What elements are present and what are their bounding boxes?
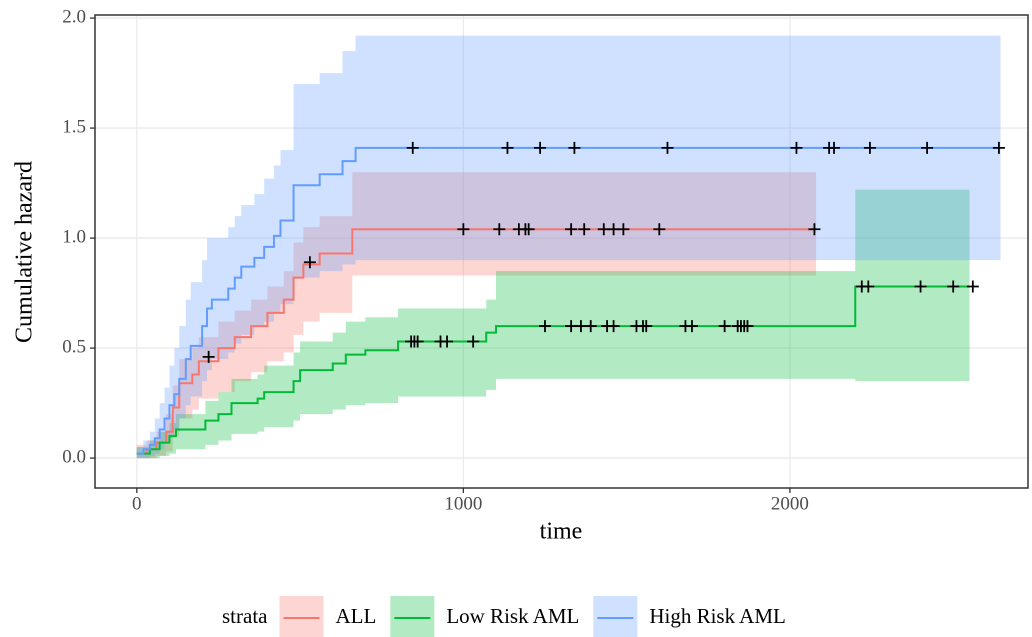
legend-key [390, 596, 435, 637]
legend-label: High Risk AML [649, 604, 786, 628]
censor-mark [202, 350, 215, 363]
confidence-band [136, 172, 817, 459]
censor-mark [568, 141, 581, 154]
censor-mark [539, 320, 552, 333]
censor-mark [863, 141, 876, 154]
censor-mark [493, 223, 506, 236]
censor-mark [303, 256, 316, 269]
y-tick-label: 0.0 [62, 446, 86, 467]
legend-key [279, 596, 324, 637]
confidence-band [136, 35, 1001, 459]
legend-label: ALL [335, 604, 376, 628]
panel-border [94, 14, 1029, 489]
confidence-band [136, 189, 970, 459]
censor-mark [661, 141, 674, 154]
x-tick-label: 0 [132, 493, 142, 514]
censor-mark [653, 223, 666, 236]
y-tick-label: 2.0 [62, 6, 86, 27]
x-axis-title: time [540, 519, 583, 545]
censor-mark [501, 141, 514, 154]
y-tick-label: 1.5 [62, 116, 86, 137]
x-tick-label: 1000 [444, 493, 482, 514]
censor-mark [578, 223, 591, 236]
y-tick-label: 1.0 [62, 226, 86, 247]
legend-title: strata [222, 604, 268, 628]
step-line [136, 146, 1001, 455]
y-tick-label: 0.5 [62, 336, 86, 357]
censor-mark [862, 280, 875, 293]
censor-mark [607, 320, 620, 333]
censor-mark [718, 320, 731, 333]
censor-mark [441, 335, 454, 348]
legend-label: Low Risk AML [446, 604, 579, 628]
step-line [136, 228, 817, 455]
censor-mark [565, 223, 578, 236]
censor-mark [914, 280, 927, 293]
censor-mark [921, 141, 934, 154]
censor-mark [534, 141, 547, 154]
censor-mark [966, 280, 979, 293]
censor-mark [947, 280, 960, 293]
censor-mark [992, 141, 1005, 154]
censor-mark [406, 141, 419, 154]
censor-mark [522, 223, 535, 236]
censor-mark [790, 141, 803, 154]
censor-mark [617, 223, 630, 236]
censor-mark [411, 335, 424, 348]
censor-mark [467, 335, 480, 348]
censor-mark [685, 320, 698, 333]
legend-key [593, 596, 638, 637]
censor-mark [640, 320, 653, 333]
censor-mark [457, 223, 470, 236]
censor-mark [808, 223, 821, 236]
y-axis-title: Cumulative hazard [12, 161, 38, 343]
censor-mark [741, 320, 754, 333]
x-tick-label: 2000 [771, 493, 809, 514]
censor-mark [828, 141, 841, 154]
censor-mark [584, 320, 597, 333]
